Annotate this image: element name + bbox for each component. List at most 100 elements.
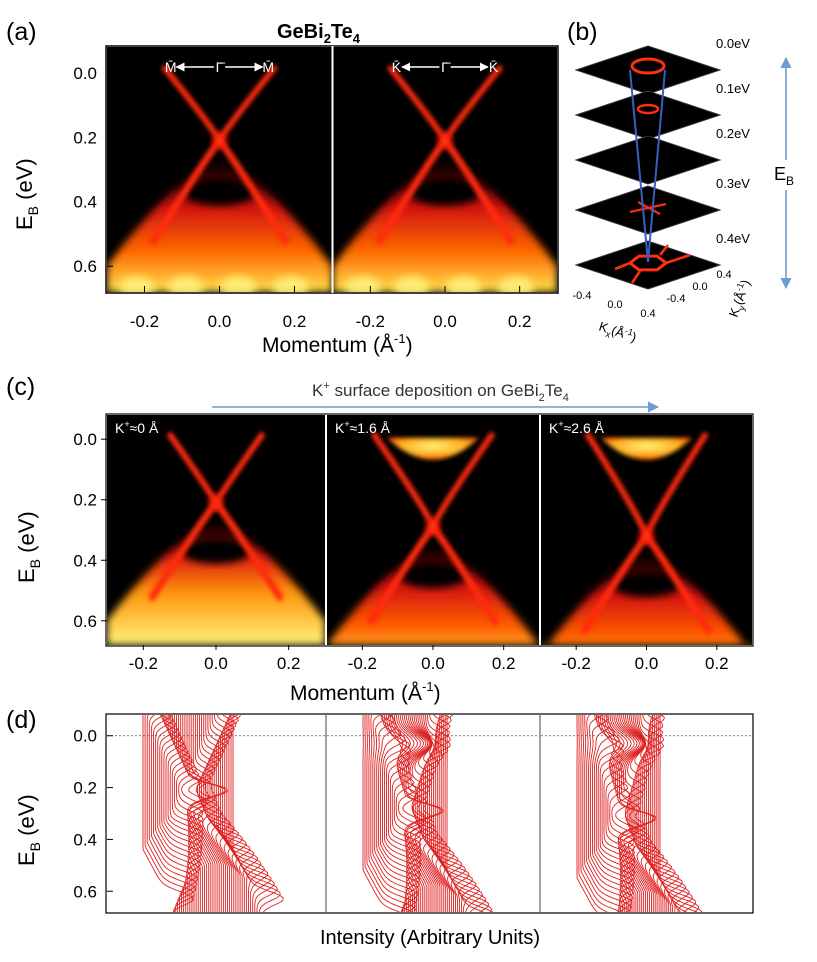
edc-curve xyxy=(421,715,455,912)
panel-c-frame xyxy=(105,413,754,647)
edc-curve xyxy=(580,715,622,912)
edc-curve xyxy=(196,715,226,912)
bandgap-pocket xyxy=(612,571,681,598)
edc-curve xyxy=(155,715,201,912)
edc-curve xyxy=(180,715,210,912)
edc-curve xyxy=(620,715,650,912)
dirac-cone-guide xyxy=(647,69,666,263)
edc-curve xyxy=(605,715,636,912)
edc-curve xyxy=(228,715,279,912)
x-tick-label: 0.0 xyxy=(204,654,228,673)
edc-curve xyxy=(590,715,634,912)
edc-curve xyxy=(634,715,669,912)
edc-curve xyxy=(603,715,635,912)
edc-curve xyxy=(362,715,400,912)
edc-curve xyxy=(161,715,203,912)
edc-curve xyxy=(232,715,284,912)
edc-curve xyxy=(624,715,654,912)
edc-curve xyxy=(430,715,473,912)
energy-slice-plane xyxy=(574,45,722,95)
edc-curve xyxy=(148,715,198,912)
edc-curve xyxy=(364,715,413,912)
contour-arms xyxy=(614,244,691,284)
edc-curve xyxy=(169,715,204,912)
edc-curve xyxy=(391,715,422,912)
edc-curve xyxy=(434,715,481,912)
intensity-patch xyxy=(344,276,381,292)
panel-label-a: (a) xyxy=(6,18,37,46)
conduction-pocket xyxy=(600,437,693,460)
panel-d-edc-2 xyxy=(539,715,752,912)
edc-curve xyxy=(409,715,439,912)
intensity-patch xyxy=(393,276,430,292)
energy-slice-plane xyxy=(574,240,722,290)
intensity-patch xyxy=(445,276,482,292)
edc-curve xyxy=(173,715,204,912)
y-tick-label: 0.2 xyxy=(73,779,97,798)
energy-slice-label: 0.3eV xyxy=(716,176,750,191)
edc-curve xyxy=(615,715,645,912)
bulk-valence-band xyxy=(333,159,557,292)
edc-curve xyxy=(613,715,643,912)
edc-curve xyxy=(150,715,199,912)
dirac-point xyxy=(634,524,659,549)
panel-label-d: (d) xyxy=(6,706,37,734)
edc-curve xyxy=(157,715,202,912)
y-tick-label: 0.4 xyxy=(73,193,97,212)
x-tick-label: -0.2 xyxy=(130,312,159,331)
edc-curve xyxy=(217,715,262,912)
x-tick-label: -0.2 xyxy=(348,654,377,673)
panel-d-edc-1 xyxy=(325,715,539,912)
x-tick-label: 0.2 xyxy=(508,312,532,331)
edc-curve xyxy=(153,715,199,912)
edc-curve xyxy=(188,715,229,912)
panel-d-edc-0: 0.0 0.2 0.4 0.6 xyxy=(73,715,325,912)
deposition-label: K+≈0 Å xyxy=(115,419,159,436)
y-tick-label: 0.4 xyxy=(73,551,97,570)
y-tick-label: 0.0 xyxy=(73,727,97,746)
x-tick-label: 0.2 xyxy=(277,654,301,673)
edc-curve xyxy=(607,715,637,912)
panel-a: M̄ Γ̄ M̄ -0.2 0.0 0.2 0.0 0.2 0.4 0.6 K̄ Γ̄ K̄ -0.2 0… xyxy=(73,45,559,331)
edc-curve xyxy=(205,715,240,912)
edc-curve xyxy=(638,715,676,912)
edc-curve xyxy=(376,715,420,912)
deposition-label: K+≈1.6 Å xyxy=(335,419,391,436)
x-tick-label: 0.2 xyxy=(705,654,729,673)
edc-curve xyxy=(213,715,255,912)
x-tick-label: 0.2 xyxy=(492,654,516,673)
edc-curve xyxy=(446,715,484,912)
edc-curve xyxy=(142,715,194,912)
x-tick-label: 0.0 xyxy=(433,312,457,331)
edc-curve xyxy=(597,715,636,912)
bandgap-pocket xyxy=(399,562,467,589)
edc-curve xyxy=(609,715,639,912)
high-symmetry-left: M̄ xyxy=(165,59,177,75)
bulk-valence-band xyxy=(107,520,325,645)
edc-curve xyxy=(578,715,608,912)
edc-curve xyxy=(640,715,680,912)
deposition-label: K+≈2.6 Å xyxy=(549,419,605,436)
ky-tick-label: 0.0 xyxy=(692,281,707,293)
panel-label-b: (b) xyxy=(567,18,598,46)
edc-curve xyxy=(215,715,259,912)
edc-curve xyxy=(611,715,641,912)
edc-curve xyxy=(399,715,429,912)
edc-curve xyxy=(186,715,227,912)
edc-curve xyxy=(405,715,445,912)
edc-curve xyxy=(429,715,470,912)
bulk-valence-band xyxy=(107,159,332,292)
edc-curve xyxy=(209,715,247,912)
edc-curve xyxy=(659,715,681,912)
y-tick-label: 0.4 xyxy=(73,830,97,849)
edc-curve xyxy=(601,715,636,912)
panel-a-map-mgm: M̄ Γ̄ M̄ -0.2 0.0 0.2 0.0 0.2 0.4 0.6 xyxy=(73,47,332,331)
fermi-contour xyxy=(630,57,666,75)
energy-slice-label: 0.4eV xyxy=(716,231,750,246)
edc-curve xyxy=(593,715,635,912)
edc-curve xyxy=(651,715,700,912)
edc-curve xyxy=(397,715,427,912)
edc-curve xyxy=(644,715,687,912)
y-tick-label: 0.6 xyxy=(73,257,97,276)
